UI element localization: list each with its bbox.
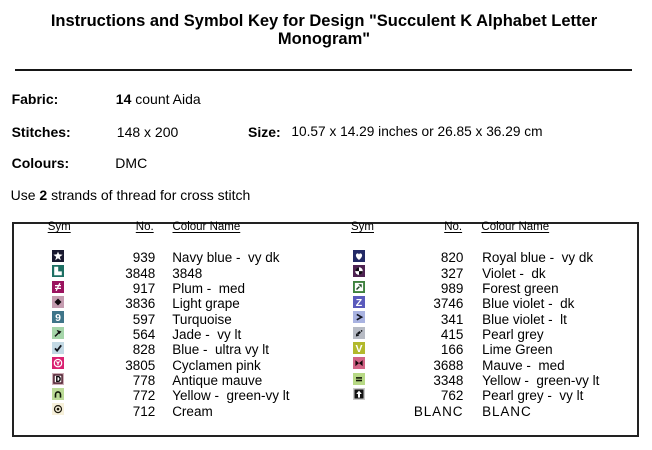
svg-text:9: 9	[55, 312, 61, 323]
svg-text:V: V	[355, 343, 362, 354]
svg-text:Z: Z	[355, 297, 362, 308]
